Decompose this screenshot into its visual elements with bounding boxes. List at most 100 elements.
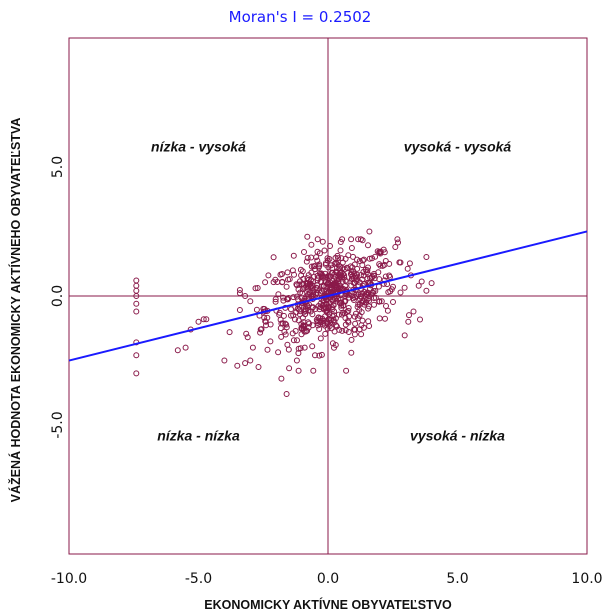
data-point	[290, 294, 297, 301]
data-point	[392, 244, 399, 250]
data-point	[243, 330, 250, 337]
data-point	[310, 367, 317, 374]
data-point	[322, 330, 329, 337]
data-point	[401, 332, 408, 339]
data-point	[309, 292, 316, 299]
data-point	[282, 320, 289, 327]
data-point	[387, 274, 393, 280]
data-point	[300, 286, 307, 293]
data-point	[301, 308, 308, 315]
data-point	[182, 344, 189, 351]
data-point	[316, 326, 323, 332]
data-point	[272, 296, 279, 303]
data-point	[247, 298, 254, 305]
data-point	[267, 321, 274, 328]
data-point	[369, 255, 375, 262]
data-point	[312, 306, 319, 312]
data-point	[338, 299, 345, 306]
data-point	[406, 260, 413, 267]
data-point	[174, 347, 181, 354]
data-point	[277, 316, 284, 323]
data-point	[277, 325, 284, 332]
data-point	[284, 341, 291, 348]
data-point	[348, 269, 355, 276]
data-point	[337, 296, 344, 303]
data-point	[365, 242, 371, 249]
data-point	[354, 271, 361, 278]
data-point	[418, 278, 425, 285]
data-point	[297, 278, 303, 285]
y-tick-label: 0.0	[50, 285, 66, 307]
data-point	[293, 281, 300, 288]
data-point	[335, 276, 342, 282]
data-point	[275, 291, 282, 298]
data-point	[352, 326, 358, 333]
data-point	[375, 269, 382, 276]
data-point	[236, 287, 243, 293]
data-point	[226, 329, 233, 336]
data-point	[350, 275, 357, 282]
data-point	[342, 277, 349, 284]
data-point	[301, 284, 308, 291]
data-point	[332, 280, 339, 286]
data-point	[378, 298, 385, 305]
data-point	[320, 274, 327, 281]
data-point	[335, 255, 342, 262]
data-point	[394, 236, 401, 243]
data-point	[133, 308, 140, 315]
data-point	[329, 304, 336, 311]
data-point	[415, 282, 422, 289]
x-tick-label: 5.0	[446, 571, 468, 587]
data-point	[288, 312, 294, 319]
data-point	[319, 315, 326, 322]
data-point	[348, 236, 355, 243]
data-point	[304, 233, 311, 240]
data-point	[328, 285, 335, 292]
data-point	[236, 307, 243, 313]
data-point	[334, 260, 341, 267]
data-point	[383, 303, 389, 309]
data-point	[308, 254, 315, 261]
data-point	[306, 320, 313, 327]
data-point	[428, 280, 435, 287]
data-point	[292, 328, 299, 334]
data-point	[272, 298, 279, 305]
data-point	[342, 327, 349, 334]
data-point	[285, 276, 291, 283]
data-point	[301, 344, 308, 351]
data-point	[280, 294, 287, 301]
data-point	[390, 299, 396, 305]
data-point	[339, 236, 346, 243]
x-tick-label: -10.0	[51, 571, 87, 587]
data-point	[257, 329, 264, 336]
data-point	[365, 318, 372, 325]
data-point	[283, 324, 290, 331]
data-point	[305, 307, 312, 314]
data-point	[133, 282, 140, 289]
data-point	[345, 329, 352, 335]
data-point	[325, 316, 332, 323]
data-point	[330, 296, 337, 303]
quadrant-label: vysoká - vysoká	[404, 139, 512, 155]
data-point	[346, 313, 353, 320]
data-point	[339, 265, 346, 272]
data-point	[312, 352, 318, 359]
data-point	[370, 288, 377, 294]
data-point	[265, 272, 272, 279]
data-point	[318, 351, 325, 358]
y-tick-label: 5.0	[50, 156, 66, 178]
data-point	[372, 253, 379, 260]
data-point	[317, 335, 324, 342]
data-point	[338, 311, 345, 318]
data-point	[313, 254, 320, 261]
data-point	[348, 349, 355, 356]
data-point	[345, 307, 352, 314]
data-point	[308, 241, 315, 248]
data-point	[339, 327, 346, 334]
data-point	[384, 307, 391, 314]
data-point	[325, 288, 332, 295]
data-point	[295, 296, 302, 303]
data-point	[348, 245, 355, 251]
x-tick-label: 0.0	[317, 571, 339, 587]
